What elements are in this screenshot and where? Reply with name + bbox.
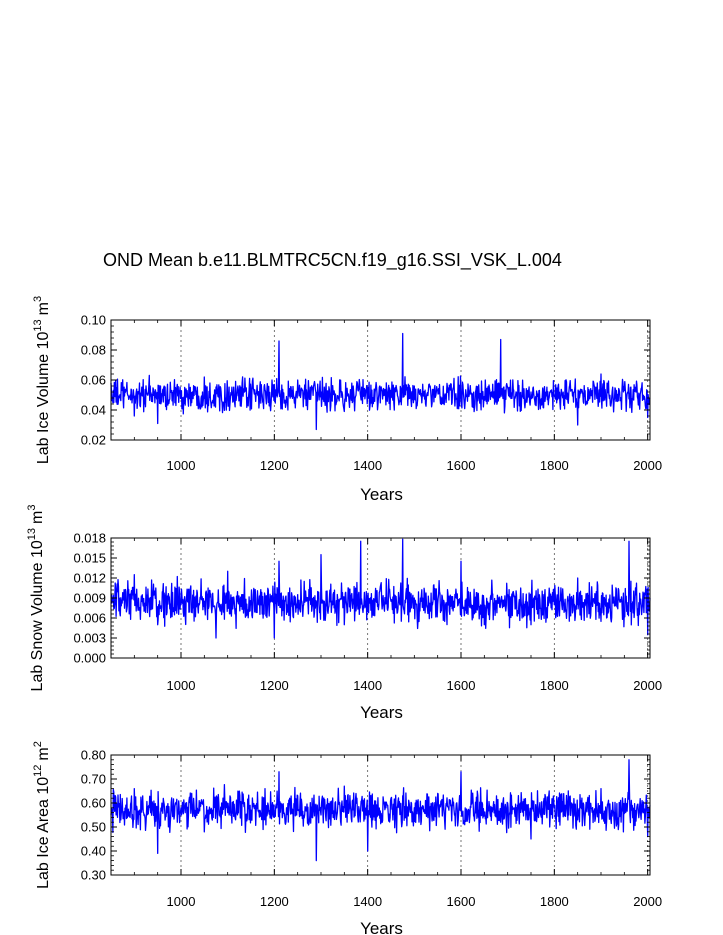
y-tick-label: 0.40 — [81, 844, 106, 859]
chart-panel-2: 1000 1200 1400 1600 1800 2000 0.000 0.003 0.006 0… — [26, 505, 662, 722]
x-axis-title: Years — [360, 919, 403, 935]
plot-frame — [110, 319, 651, 441]
x-axis-title: Years — [360, 485, 403, 504]
y-axis-title: Lab Ice Area 1012 m2 — [32, 741, 52, 889]
x-tick-label: 1200 — [260, 678, 289, 693]
y-axis-title-text: Lab Snow Volume 10 — [29, 540, 46, 691]
x-tick-label: 1000 — [167, 678, 196, 693]
x-axis-title: Years — [360, 703, 403, 722]
x-tick-label: 1800 — [540, 678, 569, 693]
y-tick-label: 0.006 — [73, 611, 106, 626]
y-tick-label: 0.06 — [81, 373, 106, 388]
x-tick-label: 1400 — [353, 678, 382, 693]
x-tick-label: 2000 — [633, 894, 662, 909]
y-tick-label: 0.50 — [81, 820, 106, 835]
y-axis-title-unit-exp: 2 — [32, 741, 44, 747]
y-axis-title: Lab Ice Volume 1013 m3 — [32, 296, 52, 464]
x-tick-label: 1600 — [447, 678, 476, 693]
chart-panel-3: 1000 1200 1400 1600 1800 2000 0.30 0.40 0.50 0.60… — [32, 741, 662, 935]
y-tick-label: 0.015 — [73, 551, 106, 566]
y-tick-label: 0.009 — [73, 591, 106, 606]
x-tick-label: 1800 — [540, 458, 569, 473]
y-axis-title-text: Lab Ice Volume 10 — [35, 331, 52, 464]
series-line — [110, 759, 651, 862]
y-axis-title: Lab Snow Volume 1013 m3 — [26, 505, 46, 692]
y-tick-label: 0.04 — [81, 403, 106, 418]
y-axis-title-unit: m — [29, 511, 46, 524]
chart-panel-1: 1000 1200 1400 1600 1800 2000 0.02 0.04 0.06 0.08… — [32, 296, 662, 504]
x-tick-label: 1400 — [353, 894, 382, 909]
y-axis-title-unit-exp: 3 — [26, 505, 38, 511]
y-axis-title-unit: m — [35, 302, 52, 315]
x-tick-label: 2000 — [633, 678, 662, 693]
y-axis-title-unit-exp: 3 — [32, 296, 44, 302]
plot-frame — [110, 754, 651, 876]
y-tick-label: 0.018 — [73, 531, 106, 546]
x-tick-label: 1200 — [260, 458, 289, 473]
y-tick-label: 0.30 — [81, 868, 106, 883]
y-tick-label: 0.08 — [81, 343, 106, 358]
x-tick-label: 1800 — [540, 894, 569, 909]
series-line — [110, 332, 651, 431]
x-tick-label: 1600 — [447, 458, 476, 473]
x-tick-label: 1200 — [260, 894, 289, 909]
y-axis-title-unit: m — [35, 747, 52, 760]
x-tick-label: 1000 — [167, 458, 196, 473]
x-tick-label: 2000 — [633, 458, 662, 473]
series-line — [110, 538, 651, 639]
y-tick-label: 0.000 — [73, 651, 106, 666]
y-axis-title-text: Lab Ice Area 10 — [35, 777, 52, 889]
y-tick-label: 0.70 — [81, 772, 106, 787]
y-tick-label: 0.80 — [81, 748, 106, 763]
x-tick-label: 1000 — [167, 894, 196, 909]
y-tick-label: 0.003 — [73, 631, 106, 646]
y-axis-title-exp: 13 — [32, 319, 44, 331]
x-tick-label: 1600 — [447, 894, 476, 909]
y-tick-label: 0.60 — [81, 796, 106, 811]
y-tick-label: 0.02 — [81, 433, 106, 448]
y-axis-title-exp: 12 — [32, 765, 44, 777]
y-axis-title-exp: 13 — [26, 528, 38, 540]
chart-title: OND Mean b.e11.BLMTRC5CN.f19_g16.SSI_VSK… — [103, 250, 562, 270]
y-tick-label: 0.012 — [73, 571, 106, 586]
x-tick-label: 1400 — [353, 458, 382, 473]
y-tick-label: 0.10 — [81, 313, 106, 328]
